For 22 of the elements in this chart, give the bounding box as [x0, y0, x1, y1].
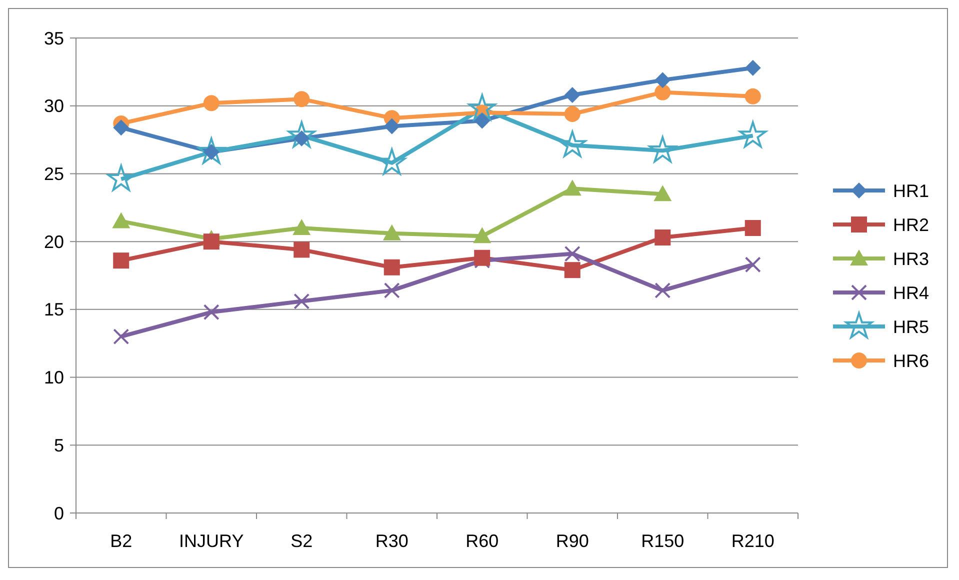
x-tick-label: R60: [466, 531, 499, 551]
legend-label: HR5: [893, 316, 930, 337]
legend-label: HR3: [893, 248, 930, 269]
legend-label: HR1: [893, 180, 930, 201]
y-tick-label: 35: [44, 28, 64, 48]
x-tick-label: S2: [290, 531, 313, 551]
y-tick-label: 30: [44, 96, 64, 116]
legend-label: HR6: [893, 350, 930, 371]
y-tick-label: 0: [54, 503, 64, 524]
legend-label: HR4: [893, 282, 930, 303]
y-tick-label: 15: [44, 300, 64, 320]
legend-label: HR2: [893, 214, 930, 235]
x-tick-label: R90: [556, 531, 589, 551]
x-tick-label: R30: [375, 531, 408, 551]
x-tick-label: R210: [731, 531, 774, 551]
x-tick-label: B2: [110, 531, 132, 551]
x-tick-label: R150: [641, 531, 684, 551]
y-tick-label: 25: [44, 164, 64, 184]
y-tick-label: 20: [44, 232, 64, 252]
x-tick-label: INJURY: [179, 531, 244, 551]
y-tick-label: 10: [44, 368, 64, 388]
y-tick-label: 5: [54, 435, 64, 456]
